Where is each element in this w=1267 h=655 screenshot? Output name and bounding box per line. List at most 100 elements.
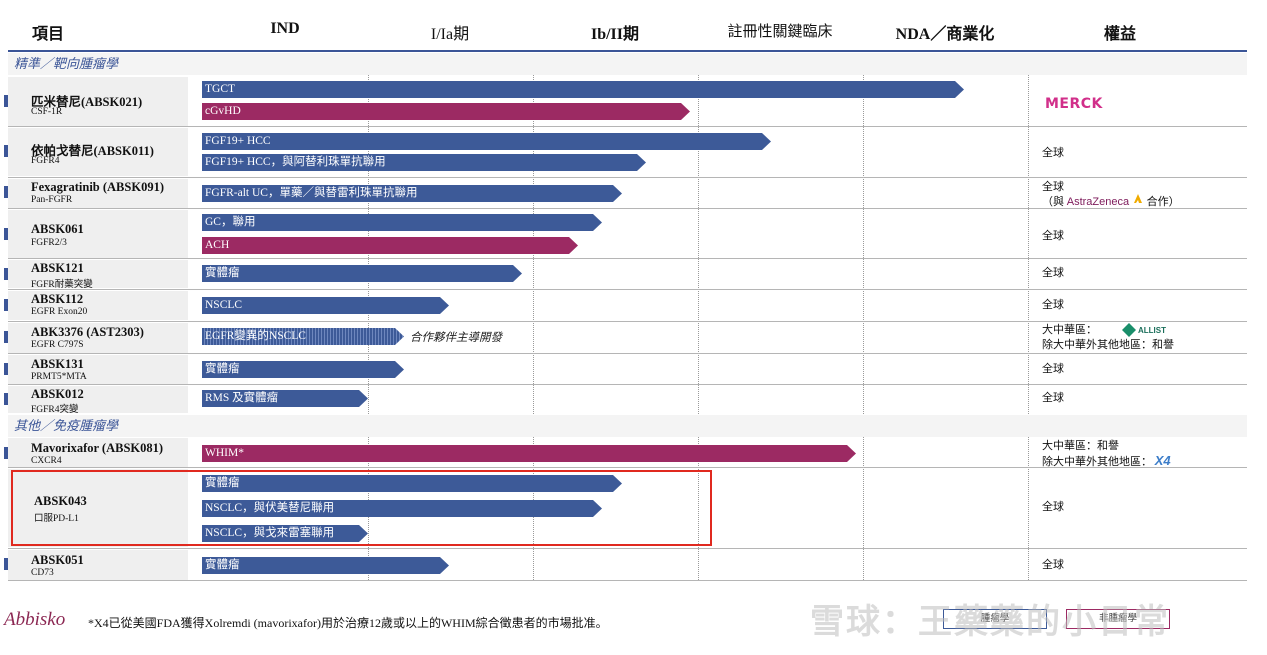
row-name-cell — [8, 179, 188, 208]
row-separator — [8, 467, 1247, 468]
drug-target: EGFR Exon20 — [31, 307, 88, 317]
section-header-precision: 精準／靶向腫瘤學 — [8, 53, 1247, 75]
rights-text: 全球 — [1042, 392, 1064, 404]
pipeline-bar: FGF19+ HCC — [202, 133, 771, 150]
row-separator — [8, 353, 1247, 354]
row-separator — [8, 384, 1247, 385]
row-name-cell — [8, 77, 188, 126]
drug-name: ABSK012 — [31, 387, 84, 401]
row-marker — [4, 558, 8, 570]
drug-name: ABSK112 — [31, 292, 84, 306]
drug-name: ABK3376 (AST2303) — [31, 325, 144, 339]
row-name-cell — [8, 355, 188, 384]
pipeline-bar: NSCLC — [202, 297, 449, 314]
drug-name: ABSK043 — [34, 494, 87, 508]
legend-oncology: 腫瘤學 — [943, 609, 1047, 629]
rights-text: 全球 — [1042, 230, 1064, 242]
astrazeneca-logo: AstraZeneca — [1066, 196, 1130, 208]
pipeline-bar: cGvHD — [202, 103, 690, 120]
rights-text: 全球 — [1042, 501, 1064, 513]
rights-partner-prefix: （與 — [1042, 196, 1064, 208]
drug-target: FGFR2/3 — [31, 238, 67, 248]
rights-x4-prefix: 除大中華外其他地區： — [1042, 456, 1152, 468]
partner-led-note: 合作夥伴主導開發 — [410, 332, 502, 344]
row-name-cell — [8, 438, 188, 467]
abbisko-logo: Abbisko — [4, 609, 66, 630]
row-marker — [4, 447, 8, 459]
footer-note: *X4已從美國FDA獲得Xolremdi (mavorixafor)用於治療12… — [88, 616, 608, 630]
rights-text: 大中華區： — [1042, 324, 1097, 336]
row-name-cell — [8, 469, 188, 547]
drug-name: ABSK121 — [31, 261, 84, 275]
rights-text: 全球 — [1042, 181, 1064, 193]
pipeline-bar: NSCLC，與伏美替尼聯用 — [202, 500, 602, 517]
allist-symbol-icon — [1122, 323, 1136, 337]
row-separator — [8, 208, 1247, 209]
row-marker — [4, 145, 8, 157]
header-rights: 權益 — [1103, 26, 1136, 43]
rights-text: 除大中華外其他地區：和譽 — [1042, 339, 1174, 351]
pipeline-bar: RMS 及實體瘤 — [202, 390, 368, 407]
drug-target: FGFR4 — [31, 156, 60, 166]
legend-non-oncology: 非腫瘤學 — [1066, 609, 1170, 629]
row-marker — [4, 299, 8, 311]
row-separator — [8, 258, 1247, 259]
rights-partner: （與 AstraZeneca 合作） — [1042, 193, 1180, 209]
drug-name: ABSK061 — [31, 222, 84, 236]
row-marker — [4, 331, 8, 343]
pipeline-bar: WHIM* — [202, 445, 856, 462]
pipeline-bar: 實體瘤 — [202, 361, 404, 378]
rights-text: 全球 — [1042, 267, 1064, 279]
pipeline-bar: 實體瘤 — [202, 475, 622, 492]
drug-name: ABSK131 — [31, 357, 84, 371]
drug-target: CXCR4 — [31, 456, 62, 466]
drug-name: Fexagratinib (ABSK091) — [31, 180, 164, 194]
drug-target: EGFR C797S — [31, 340, 84, 350]
row-marker — [4, 186, 8, 198]
row-name-cell — [8, 323, 188, 353]
rights-text: 全球 — [1042, 559, 1064, 571]
highlight-box — [11, 470, 712, 546]
phase-divider — [698, 75, 699, 580]
drug-target: 口服PD-L1 — [34, 514, 79, 524]
pipeline-bar: NSCLC，與戈來雷塞聯用 — [202, 525, 368, 542]
drug-target: CSF-1R — [31, 107, 63, 117]
pipeline-bar: EGFR變異的NSCLC — [202, 328, 404, 345]
row-marker — [4, 268, 8, 280]
x4-logo: X4 — [1154, 453, 1171, 468]
pipeline-bar: FGFR-alt UC，單藥／與替雷利珠單抗聯用 — [202, 185, 622, 202]
drug-target: PRMT5*MTA — [31, 372, 87, 382]
pipeline-bar: 實體瘤 — [202, 557, 449, 574]
row-name-cell — [8, 386, 188, 413]
allist-logo-text: ALLIST — [1138, 325, 1166, 335]
drug-name: 依帕戈替尼(ABSK011) — [31, 144, 154, 158]
watermark: 雪球：王藥藥的小日常 — [810, 602, 1170, 642]
phase-divider — [533, 75, 534, 580]
row-name-cell — [8, 210, 188, 258]
row-marker — [4, 393, 8, 405]
row-marker — [4, 95, 8, 107]
drug-name: ABSK051 — [31, 553, 84, 567]
rights-partner-suffix: 合作） — [1146, 196, 1180, 208]
drug-target: FGFR耐藥突變 — [31, 280, 93, 290]
allist-logo: ALLIST — [1122, 323, 1166, 337]
row-separator — [8, 126, 1247, 127]
drug-target: FGFR4突變 — [31, 405, 79, 415]
pipeline-bar: GC，聯用 — [202, 214, 602, 231]
header-divider — [8, 50, 1247, 52]
drug-target: Pan-FGFR — [31, 195, 73, 205]
pipeline-bar: ACH — [202, 237, 578, 254]
row-name-cell — [8, 550, 188, 580]
row-marker — [4, 228, 8, 240]
pipeline-bar: TGCT — [202, 81, 964, 98]
row-marker — [4, 363, 8, 375]
drug-name: Mavorixafor (ABSK081) — [31, 441, 164, 455]
header-phase2: Ib/II期 — [590, 26, 640, 43]
header-item: 項目 — [31, 26, 64, 43]
drug-name: 匹米替尼(ABSK021) — [31, 95, 143, 109]
phase-divider — [368, 75, 369, 580]
header-nda: NDA／商業化 — [895, 26, 995, 43]
row-name-cell — [8, 291, 188, 320]
rights-x4-line: 除大中華外其他地區： X4 — [1042, 454, 1171, 469]
header-phase1: I/Ia期 — [430, 26, 470, 43]
